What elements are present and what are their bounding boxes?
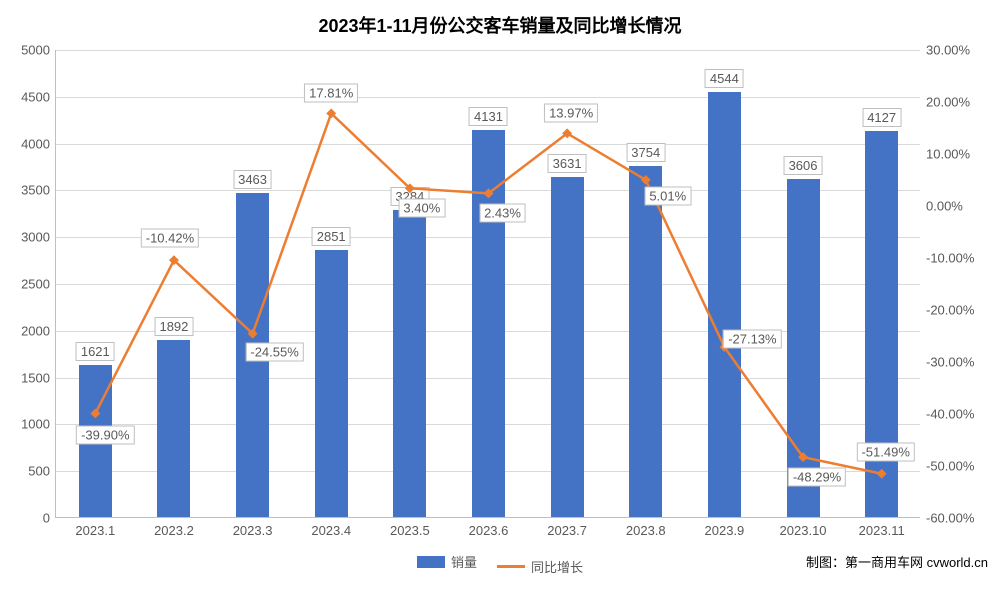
x-tick-label: 2023.5 bbox=[390, 517, 430, 538]
y2-tick-label: -50.00% bbox=[920, 459, 974, 474]
line-marker-icon bbox=[877, 469, 887, 479]
legend-label: 同比增长 bbox=[531, 557, 583, 576]
x-tick-label: 2023.4 bbox=[311, 517, 351, 538]
chart-title: 2023年1-11月份公交客车销量及同比增长情况 bbox=[0, 12, 1000, 38]
y1-tick-label: 5000 bbox=[21, 43, 56, 58]
x-tick-label: 2023.10 bbox=[780, 517, 827, 538]
y2-tick-label: -30.00% bbox=[920, 355, 974, 370]
line-value-label: -39.90% bbox=[76, 426, 134, 445]
y2-tick-label: -20.00% bbox=[920, 303, 974, 318]
y1-tick-label: 4000 bbox=[21, 136, 56, 151]
line-series bbox=[56, 50, 921, 518]
x-tick-label: 2023.6 bbox=[469, 517, 509, 538]
line-value-label: 3.40% bbox=[398, 199, 445, 218]
combo-chart: 2023年1-11月份公交客车销量及同比增长情况 050010001500200… bbox=[0, 0, 1000, 598]
x-tick-label: 2023.7 bbox=[547, 517, 587, 538]
legend-label: 销量 bbox=[451, 552, 477, 571]
y2-tick-label: -10.00% bbox=[920, 251, 974, 266]
y1-tick-label: 4500 bbox=[21, 89, 56, 104]
y2-tick-label: 30.00% bbox=[920, 43, 970, 58]
line-value-label: 13.97% bbox=[544, 104, 598, 123]
y1-tick-label: 2500 bbox=[21, 277, 56, 292]
y1-tick-label: 3500 bbox=[21, 183, 56, 198]
y2-tick-label: -60.00% bbox=[920, 511, 974, 526]
legend-swatch-line-icon bbox=[497, 565, 525, 568]
y1-tick-label: 1500 bbox=[21, 370, 56, 385]
x-tick-label: 2023.11 bbox=[859, 517, 905, 538]
y2-tick-label: 20.00% bbox=[920, 95, 970, 110]
legend-item: 同比增长 bbox=[497, 557, 583, 576]
y1-tick-label: 1000 bbox=[21, 417, 56, 432]
line-value-label: -48.29% bbox=[788, 468, 846, 487]
legend-item: 销量 bbox=[417, 552, 477, 571]
y1-tick-label: 0 bbox=[43, 511, 56, 526]
x-tick-label: 2023.1 bbox=[75, 517, 115, 538]
y1-tick-label: 3000 bbox=[21, 230, 56, 245]
line-value-label: 17.81% bbox=[304, 84, 358, 103]
legend-swatch-bar-icon bbox=[417, 556, 445, 568]
x-tick-label: 2023.3 bbox=[233, 517, 273, 538]
line-value-label: -10.42% bbox=[141, 229, 199, 248]
line-marker-icon bbox=[90, 409, 100, 419]
y2-tick-label: 10.00% bbox=[920, 147, 970, 162]
y2-tick-label: -40.00% bbox=[920, 407, 974, 422]
credit-text: 制图：第一商用车网 cvworld.cn bbox=[806, 552, 988, 571]
line-value-label: 2.43% bbox=[479, 204, 526, 223]
y2-tick-label: 0.00% bbox=[920, 199, 963, 214]
plot-area: 0500100015002000250030003500400045005000… bbox=[55, 50, 920, 518]
line-value-label: 5.01% bbox=[644, 186, 691, 205]
line-value-label: -27.13% bbox=[723, 330, 781, 349]
y1-tick-label: 500 bbox=[28, 464, 56, 479]
x-tick-label: 2023.8 bbox=[626, 517, 666, 538]
y1-tick-label: 2000 bbox=[21, 323, 56, 338]
line-value-label: -51.49% bbox=[856, 442, 914, 461]
x-tick-label: 2023.9 bbox=[705, 517, 745, 538]
line-value-label: -24.55% bbox=[245, 342, 303, 361]
x-tick-label: 2023.2 bbox=[154, 517, 194, 538]
